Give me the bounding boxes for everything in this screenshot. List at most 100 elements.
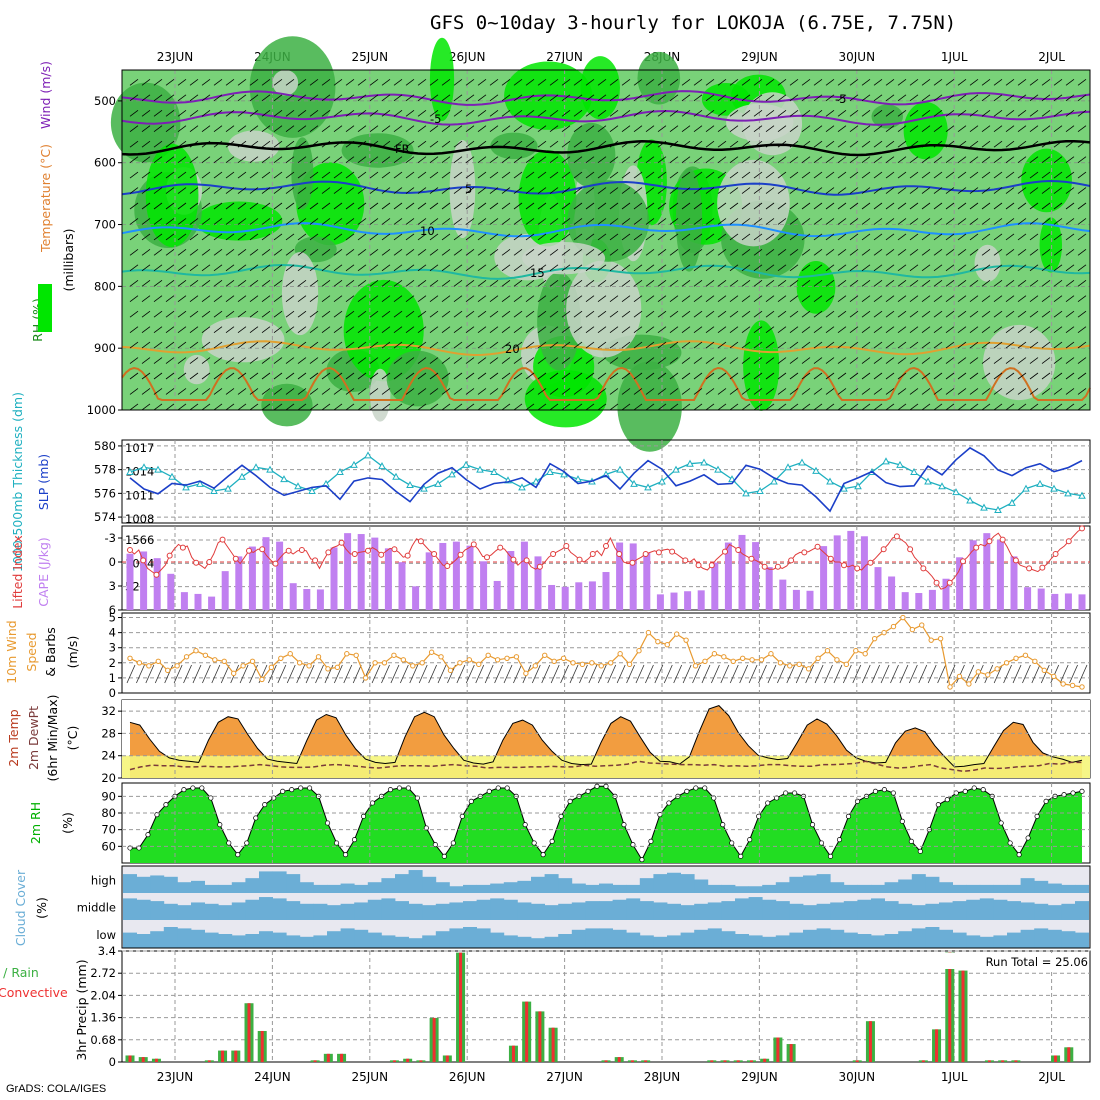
wind-barb bbox=[237, 249, 247, 256]
wind-barb bbox=[297, 233, 307, 241]
wind-barb bbox=[261, 125, 271, 133]
wind-speed-point bbox=[626, 661, 633, 668]
wind-barb bbox=[141, 187, 151, 194]
wind-barb bbox=[525, 249, 535, 256]
wind-barb bbox=[852, 664, 862, 684]
wind-barb bbox=[921, 218, 931, 225]
wind-barb bbox=[441, 218, 451, 225]
wind-barb bbox=[1005, 388, 1015, 395]
wind-barb bbox=[981, 125, 991, 133]
wind-barb bbox=[225, 279, 235, 287]
cloud-bar bbox=[503, 882, 518, 893]
wind-barb bbox=[1005, 187, 1015, 194]
wind-barb bbox=[189, 388, 199, 395]
wind-barb bbox=[309, 388, 319, 395]
wind-barb bbox=[129, 403, 139, 411]
wind-barb bbox=[993, 79, 1003, 86]
wind-barb bbox=[1041, 187, 1051, 194]
wind-barb bbox=[705, 341, 715, 349]
wind-barb bbox=[633, 372, 643, 380]
wind-speed-point bbox=[513, 654, 520, 660]
cloud-bar bbox=[735, 886, 749, 893]
wind-barb bbox=[489, 156, 499, 163]
wind-barb bbox=[1077, 249, 1087, 256]
wind-barb bbox=[885, 233, 895, 241]
wind-barb bbox=[465, 125, 475, 133]
cloud-bar bbox=[694, 903, 709, 920]
lifted-index-point bbox=[417, 538, 424, 545]
thickness-point bbox=[700, 458, 708, 466]
wind-barb bbox=[429, 156, 439, 163]
wind-barb bbox=[921, 202, 931, 210]
rh2m-point bbox=[1043, 798, 1049, 804]
wind-barb bbox=[933, 125, 943, 133]
wind-barb bbox=[753, 171, 763, 179]
wind-barb bbox=[165, 249, 175, 256]
wind-barb bbox=[129, 187, 139, 194]
temp-axis-label-1: 2m Temp bbox=[6, 709, 21, 766]
wind-barb bbox=[525, 125, 535, 133]
wind-barb bbox=[1029, 233, 1039, 241]
wind-barb bbox=[321, 357, 331, 364]
rh2m-point bbox=[935, 802, 941, 808]
wind-barb bbox=[273, 79, 283, 86]
wind-barb bbox=[417, 187, 427, 194]
cape-bar bbox=[425, 552, 433, 610]
wind-barb bbox=[357, 233, 367, 241]
wind-speed-point bbox=[353, 652, 359, 658]
wind-barb bbox=[993, 279, 1003, 287]
wind-barb bbox=[729, 94, 739, 102]
cloud-bar bbox=[231, 902, 246, 920]
wind-tick-label: 1 bbox=[109, 671, 116, 685]
wind-barb bbox=[633, 295, 643, 303]
wind-barb bbox=[321, 202, 331, 210]
wind-barb bbox=[837, 264, 847, 272]
wind-barb bbox=[657, 156, 667, 163]
cloud-bar bbox=[626, 884, 641, 893]
cape-bar bbox=[208, 596, 216, 610]
wind-speed-point bbox=[400, 657, 407, 663]
wind-barb bbox=[1005, 171, 1015, 179]
cape-axis-label: CAPE (J/kg) bbox=[36, 537, 51, 607]
wind-barb bbox=[777, 341, 787, 349]
wind-barb bbox=[789, 171, 799, 179]
wind-barb bbox=[213, 326, 223, 333]
wind-barb bbox=[585, 79, 595, 86]
wind-barb bbox=[525, 233, 535, 241]
cloud-bar bbox=[136, 934, 151, 948]
wind-barb bbox=[153, 94, 163, 102]
wind-barb bbox=[981, 79, 991, 86]
wind-barb bbox=[513, 310, 523, 318]
wind-barb bbox=[393, 403, 403, 411]
wind-barb bbox=[333, 233, 343, 241]
wind-barb bbox=[921, 140, 931, 148]
wind-barb bbox=[1053, 295, 1063, 303]
wind-barb bbox=[201, 156, 211, 163]
wind-barb bbox=[345, 202, 355, 210]
wind-barb bbox=[537, 79, 547, 86]
wind-barb bbox=[405, 202, 415, 210]
wind-barb bbox=[813, 279, 823, 287]
wind-barb bbox=[813, 341, 823, 349]
wind-barb bbox=[777, 357, 787, 364]
wind-barb bbox=[957, 310, 967, 318]
wind-barb bbox=[765, 249, 775, 256]
cloud-bar bbox=[163, 927, 178, 948]
precip-convective-bar bbox=[445, 1055, 449, 1062]
wind-barb bbox=[777, 218, 787, 225]
wind-barb bbox=[381, 109, 391, 117]
thickness-point bbox=[168, 472, 176, 480]
wind-barb bbox=[1065, 372, 1075, 380]
wind-barb bbox=[153, 202, 163, 210]
wind-barb bbox=[189, 79, 199, 86]
wind-barb bbox=[729, 202, 739, 210]
wind-barb bbox=[357, 357, 367, 364]
wind-barb bbox=[945, 403, 955, 411]
wind-barb bbox=[405, 218, 415, 225]
wind-barb bbox=[237, 156, 247, 163]
wind10m-axis-label-1: 10m Wind bbox=[4, 620, 19, 683]
wind-barb bbox=[489, 125, 499, 133]
cape-bar bbox=[942, 578, 950, 610]
wind-barb bbox=[141, 264, 151, 272]
